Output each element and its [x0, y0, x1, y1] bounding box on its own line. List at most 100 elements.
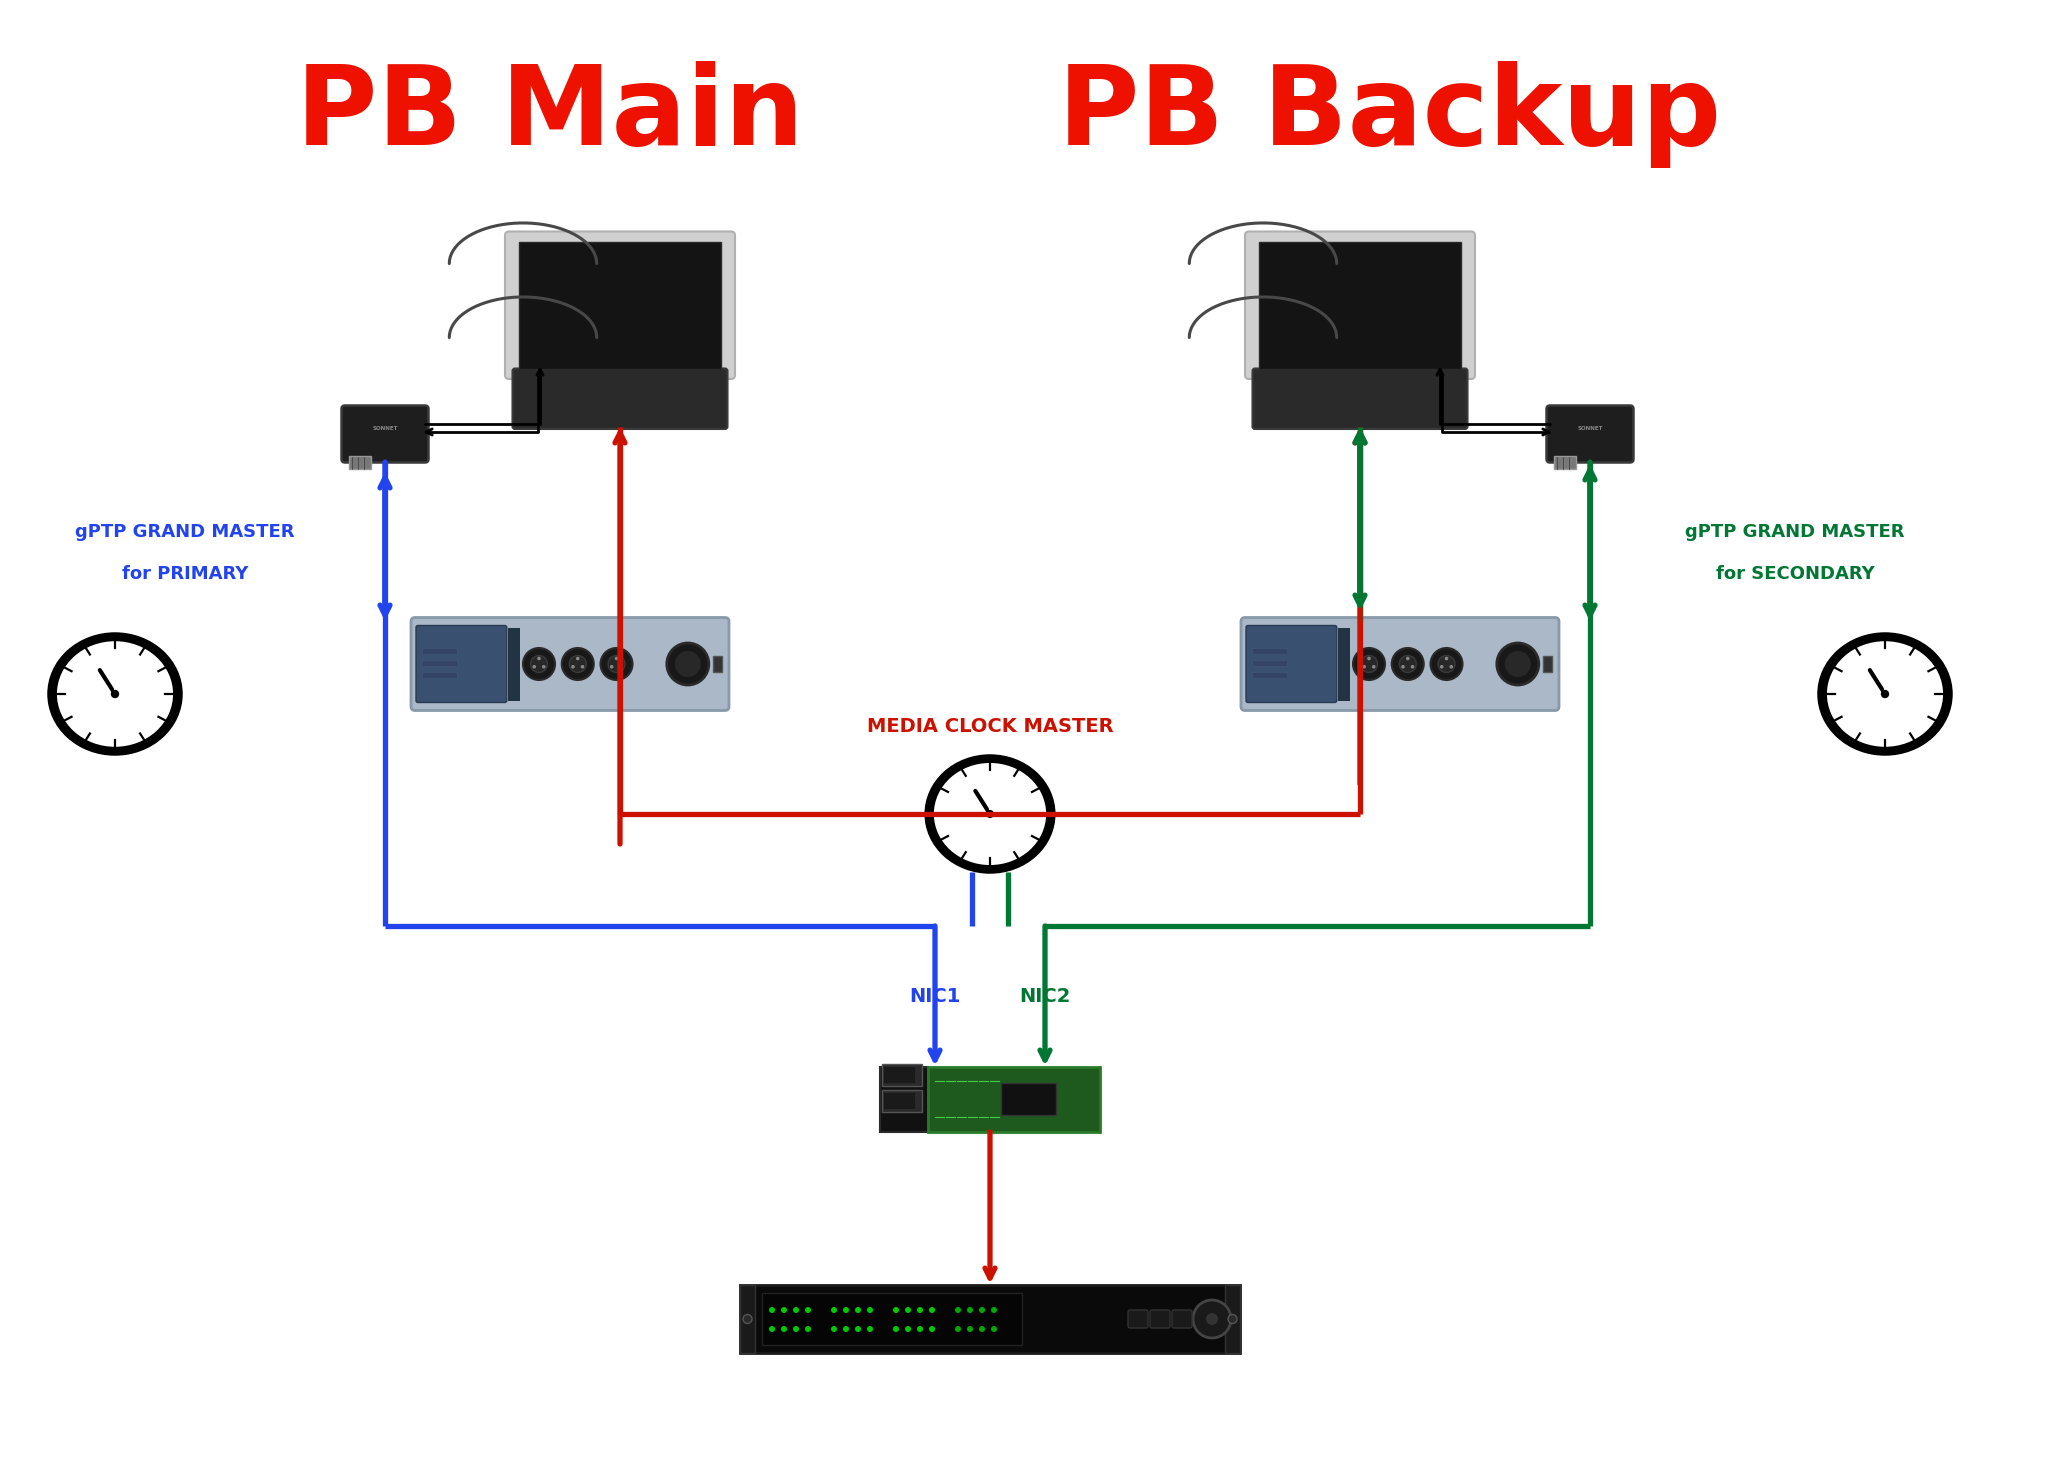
FancyBboxPatch shape: [1241, 617, 1559, 711]
FancyBboxPatch shape: [1151, 1310, 1169, 1328]
Circle shape: [991, 1327, 997, 1333]
Circle shape: [866, 1307, 872, 1313]
Circle shape: [582, 665, 584, 669]
Circle shape: [1497, 643, 1538, 686]
Circle shape: [1194, 1300, 1231, 1339]
Circle shape: [1438, 656, 1454, 672]
Circle shape: [793, 1307, 799, 1313]
FancyBboxPatch shape: [1245, 625, 1337, 702]
Circle shape: [893, 1307, 899, 1313]
Circle shape: [668, 643, 709, 686]
Circle shape: [743, 1315, 752, 1324]
Circle shape: [905, 1307, 911, 1313]
FancyBboxPatch shape: [1171, 1310, 1192, 1328]
Circle shape: [1360, 656, 1378, 672]
Circle shape: [979, 1307, 985, 1313]
FancyBboxPatch shape: [1251, 660, 1286, 666]
FancyBboxPatch shape: [416, 625, 506, 702]
FancyBboxPatch shape: [883, 1064, 922, 1086]
Circle shape: [967, 1327, 973, 1333]
Text: MEDIA CLOCK MASTER: MEDIA CLOCK MASTER: [866, 717, 1114, 736]
Circle shape: [1372, 665, 1376, 669]
Circle shape: [918, 1307, 924, 1313]
Circle shape: [768, 1307, 774, 1313]
Circle shape: [618, 665, 623, 669]
FancyBboxPatch shape: [1001, 1083, 1057, 1114]
Text: NIC1: NIC1: [909, 987, 961, 1006]
Text: SONNET: SONNET: [373, 426, 397, 430]
Text: for SECONDARY: for SECONDARY: [1716, 565, 1874, 583]
FancyBboxPatch shape: [1251, 649, 1286, 654]
Circle shape: [831, 1327, 838, 1333]
Circle shape: [1450, 665, 1454, 669]
Circle shape: [780, 1327, 786, 1333]
Circle shape: [930, 1327, 936, 1333]
FancyBboxPatch shape: [512, 368, 727, 429]
FancyBboxPatch shape: [1260, 242, 1460, 370]
Circle shape: [854, 1327, 860, 1333]
Circle shape: [979, 1327, 985, 1333]
FancyBboxPatch shape: [1128, 1310, 1149, 1328]
Circle shape: [793, 1327, 799, 1333]
Text: PB Main: PB Main: [297, 61, 805, 168]
Circle shape: [1393, 649, 1423, 680]
Circle shape: [532, 665, 537, 669]
Text: gPTP GRAND MASTER: gPTP GRAND MASTER: [76, 522, 295, 542]
Circle shape: [1430, 649, 1462, 680]
Text: PB Backup: PB Backup: [1059, 61, 1722, 168]
Circle shape: [1505, 651, 1530, 677]
Circle shape: [674, 651, 700, 677]
Circle shape: [866, 1327, 872, 1333]
Circle shape: [831, 1307, 838, 1313]
FancyBboxPatch shape: [1554, 456, 1577, 469]
Ellipse shape: [1827, 641, 1944, 746]
Circle shape: [1444, 657, 1448, 660]
FancyBboxPatch shape: [928, 1067, 1100, 1131]
FancyBboxPatch shape: [1546, 405, 1634, 463]
Circle shape: [780, 1307, 786, 1313]
Text: gPTP GRAND MASTER: gPTP GRAND MASTER: [1686, 522, 1905, 542]
Circle shape: [1399, 656, 1417, 672]
Ellipse shape: [934, 763, 1047, 865]
Circle shape: [1880, 690, 1888, 697]
FancyBboxPatch shape: [1337, 628, 1350, 700]
Circle shape: [954, 1307, 961, 1313]
FancyBboxPatch shape: [508, 628, 520, 700]
Circle shape: [954, 1327, 961, 1333]
Circle shape: [1405, 657, 1409, 660]
Circle shape: [967, 1307, 973, 1313]
Ellipse shape: [926, 755, 1055, 873]
Circle shape: [575, 657, 580, 660]
Circle shape: [530, 656, 547, 672]
FancyBboxPatch shape: [422, 660, 457, 666]
Circle shape: [893, 1327, 899, 1333]
FancyBboxPatch shape: [1245, 232, 1475, 378]
Circle shape: [1362, 665, 1366, 669]
Circle shape: [905, 1327, 911, 1333]
FancyBboxPatch shape: [885, 1067, 915, 1083]
Circle shape: [930, 1307, 936, 1313]
Circle shape: [918, 1327, 924, 1333]
Circle shape: [600, 649, 633, 680]
FancyBboxPatch shape: [348, 456, 371, 469]
Ellipse shape: [57, 641, 174, 746]
FancyBboxPatch shape: [412, 617, 729, 711]
Circle shape: [571, 665, 575, 669]
FancyBboxPatch shape: [422, 672, 457, 678]
Circle shape: [543, 665, 545, 669]
FancyBboxPatch shape: [422, 649, 457, 654]
Circle shape: [844, 1327, 850, 1333]
FancyBboxPatch shape: [739, 1285, 756, 1353]
FancyBboxPatch shape: [518, 242, 721, 370]
Circle shape: [610, 665, 614, 669]
Circle shape: [1206, 1313, 1219, 1325]
FancyBboxPatch shape: [1251, 672, 1286, 678]
Circle shape: [614, 657, 618, 660]
FancyBboxPatch shape: [342, 405, 428, 463]
FancyBboxPatch shape: [506, 232, 735, 378]
Circle shape: [1229, 1315, 1237, 1324]
FancyBboxPatch shape: [1542, 656, 1552, 672]
FancyBboxPatch shape: [762, 1293, 1022, 1345]
FancyBboxPatch shape: [885, 1094, 915, 1109]
Circle shape: [768, 1327, 774, 1333]
